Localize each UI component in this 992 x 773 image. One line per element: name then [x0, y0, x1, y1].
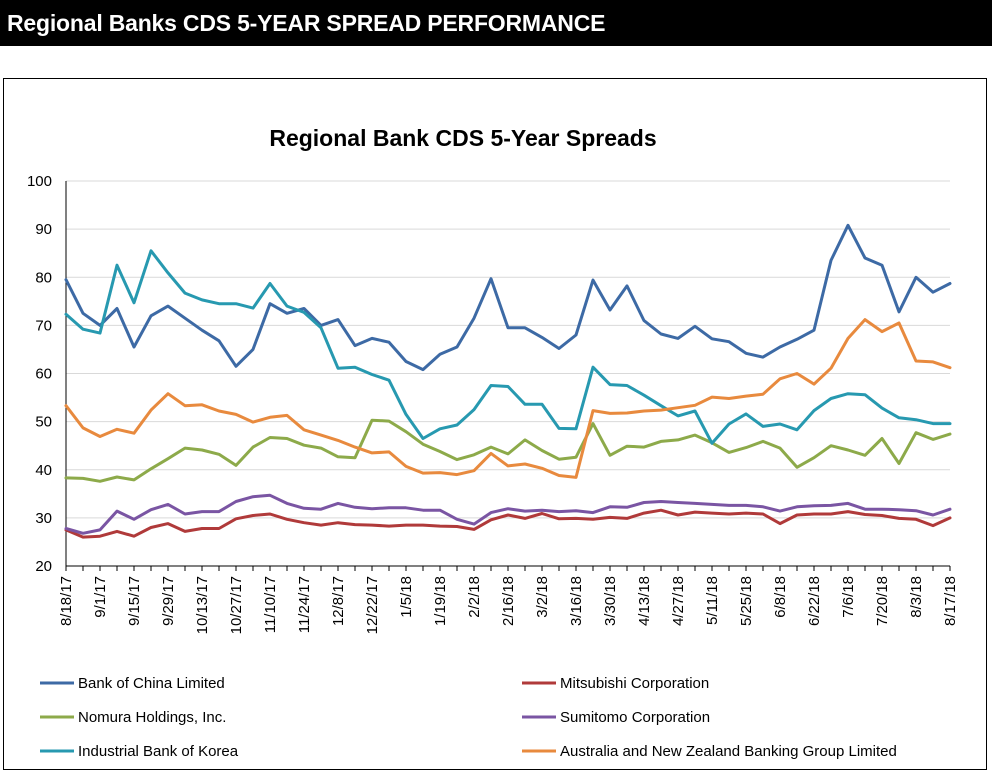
x-tick-labels: 8/18/17 9/1/17 9/15/17 9/29/17 10/13/17 10/27…: [58, 576, 959, 634]
y-tick-label: 100: [27, 173, 52, 190]
x-tick-label: 9/29/17: [160, 576, 177, 626]
x-tick-label: 3/2/18: [534, 576, 551, 618]
x-tick-label: 8/18/17: [58, 576, 75, 626]
x-tick-label: 6/22/18: [806, 576, 823, 626]
series-line: [64, 223, 952, 372]
x-tick-label: 7/6/18: [840, 576, 857, 618]
x-tick-label: 6/8/18: [772, 576, 789, 618]
x-tick-label: 3/30/18: [602, 576, 619, 626]
legend: Bank of China Limited Mitsubishi Corporat…: [40, 675, 897, 760]
page-title: Regional Banks CDS 5-YEAR SPREAD PERFORM…: [7, 10, 606, 36]
x-tick-label: 11/24/17: [296, 576, 313, 633]
x-tick-label: 9/1/17: [92, 576, 109, 618]
series-line: [64, 418, 952, 483]
x-tick-label: 11/10/17: [262, 576, 279, 633]
legend-label: Nomura Holdings, Inc.: [78, 709, 226, 726]
series-line: [64, 508, 952, 539]
y-tick-label: 50: [35, 414, 52, 431]
legend-item: Mitsubishi Corporation: [522, 675, 709, 692]
legend-label: Sumitomo Corporation: [560, 709, 710, 726]
page-title-banner: Regional Banks CDS 5-YEAR SPREAD PERFORM…: [0, 0, 992, 46]
series-lines: [64, 223, 952, 539]
y-tick-label: 90: [35, 221, 52, 238]
x-tick-label: 10/27/17: [228, 576, 245, 634]
x-tick-label: 8/3/18: [908, 576, 925, 618]
x-tick-label: 12/22/17: [364, 576, 381, 634]
chart-frame: [3, 78, 987, 770]
y-tick-label: 80: [35, 269, 52, 286]
x-tick-label: 10/13/17: [194, 576, 211, 634]
x-tick-label: 5/25/18: [738, 576, 755, 626]
chart-title: Regional Bank CDS 5-Year Spreads: [269, 125, 656, 151]
legend-item: Australia and New Zealand Banking Group …: [522, 743, 897, 760]
legend-label: Mitsubishi Corporation: [560, 675, 709, 692]
y-tick-label: 30: [35, 510, 52, 527]
legend-item: Industrial Bank of Korea: [40, 743, 239, 760]
axes: [65, 181, 951, 571]
x-tick-label: 4/13/18: [636, 576, 653, 626]
legend-label: Industrial Bank of Korea: [78, 743, 239, 760]
legend-item: Sumitomo Corporation: [522, 709, 710, 726]
y-tick-label: 70: [35, 317, 52, 334]
x-tick-label: 2/16/18: [500, 576, 517, 626]
legend-item: Nomura Holdings, Inc.: [40, 709, 226, 726]
legend-label: Bank of China Limited: [78, 675, 225, 692]
legend-label: Australia and New Zealand Banking Group …: [560, 743, 897, 760]
y-tick-label: 20: [35, 558, 52, 575]
x-tick-label: 3/16/18: [568, 576, 585, 626]
x-tick-label: 5/11/18: [704, 576, 721, 625]
x-tick-label: 1/19/18: [432, 576, 449, 626]
x-tick-label: 9/15/17: [126, 576, 143, 626]
y-tick-labels: 20 30 40 50 60 70 80 90 100: [27, 173, 52, 575]
legend-item: Bank of China Limited: [40, 675, 225, 692]
x-tick-label: 2/2/18: [466, 576, 483, 618]
y-tick-label: 60: [35, 366, 52, 383]
x-tick-label: 4/27/18: [670, 576, 687, 626]
x-tick-label: 8/17/18: [942, 576, 959, 626]
series-line: [64, 493, 952, 535]
x-tick-label: 7/20/18: [874, 576, 891, 626]
x-tick-label: 1/5/18: [398, 576, 415, 618]
series-line: [64, 249, 952, 445]
x-tick-label: 12/8/17: [330, 576, 347, 626]
series-line: [64, 318, 952, 479]
y-tick-label: 40: [35, 462, 52, 479]
